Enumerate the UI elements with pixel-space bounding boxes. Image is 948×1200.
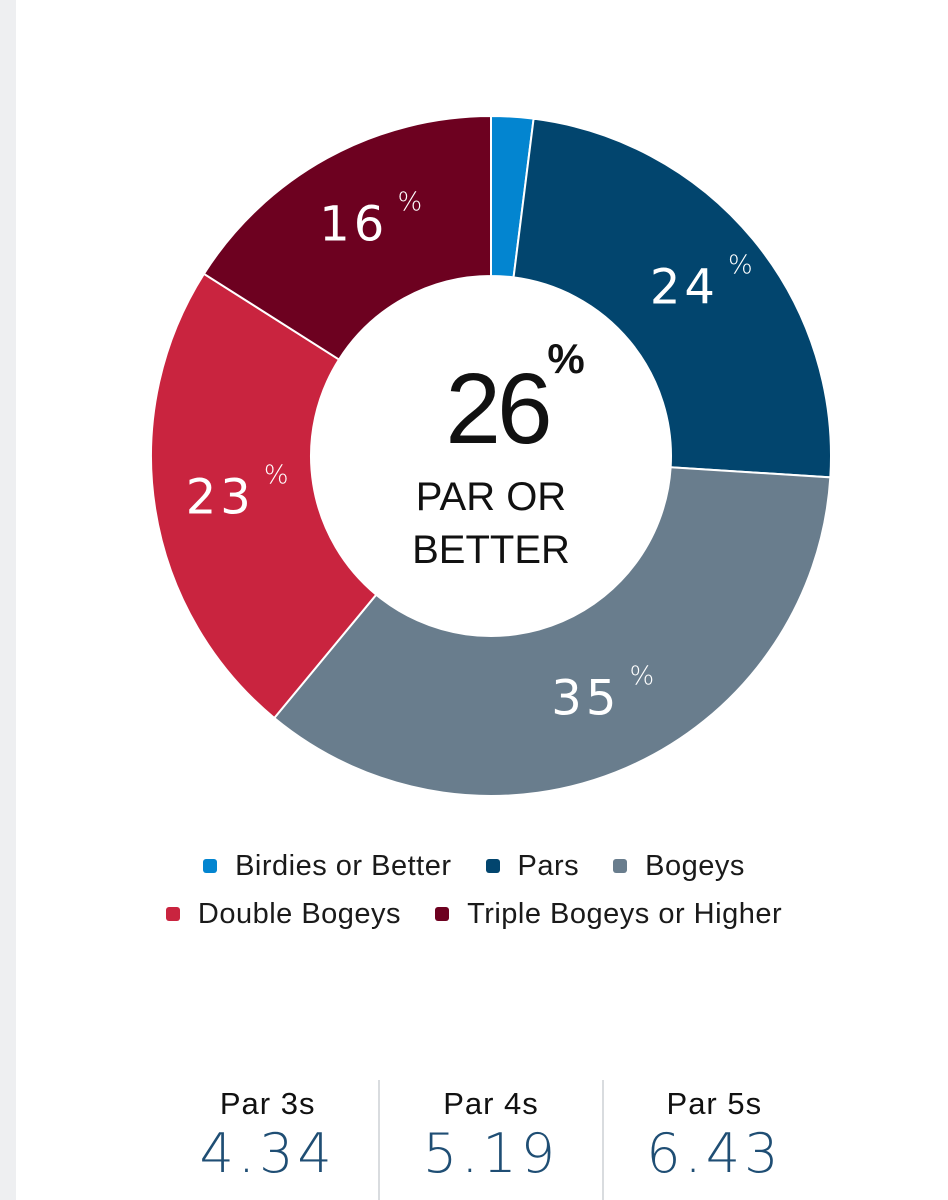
legend-label: Birdies or Better	[235, 849, 452, 882]
par-3-value: 4.34	[199, 1122, 336, 1185]
slice-bogeys	[272, 466, 832, 797]
slice-pars	[512, 117, 832, 479]
slices-layer	[150, 114, 832, 797]
legend-item-birdies-or-better: Birdies or Better	[203, 850, 451, 883]
slice-label-16: 16	[319, 197, 388, 253]
legend-row-1: Birdies or Better Pars Bogeys	[0, 842, 948, 890]
par-4-value: 5.19	[422, 1122, 560, 1185]
legend-item-triple-bogeys-or-higher: Triple Bogeys or Higher	[435, 898, 782, 931]
legend-row-2: Double Bogeys Triple Bogeys or Higher	[0, 890, 948, 938]
scoring-donut-chart: 24% 35% 23% 16% 26 % PAR OR BETTER	[150, 114, 832, 797]
slice-label-23: 23	[186, 469, 255, 525]
par-3-title: Par 3s	[219, 1086, 316, 1121]
slice-label-35: 35	[551, 670, 620, 726]
slice-label-percent-symbol: %	[629, 661, 654, 691]
center-label-line1: PAR OR	[416, 475, 566, 519]
center-percent-symbol: %	[547, 335, 584, 382]
legend-label: Double Bogeys	[197, 897, 402, 930]
slice-label-percent-symbol: %	[728, 251, 753, 281]
left-rail	[0, 0, 16, 1200]
par-5-title: Par 5s	[666, 1086, 763, 1121]
legend-label: Triple Bogeys or Higher	[467, 897, 783, 930]
legend-swatch	[485, 859, 500, 873]
slice-double-bogeys	[150, 272, 378, 720]
par-3-stat: Par 3s 4.34	[157, 1080, 378, 1200]
slice-triple-bogeys-or-higher	[202, 114, 492, 361]
legend-swatch	[203, 859, 218, 873]
legend-swatch	[435, 907, 450, 921]
par-scoring-averages: Par 3s 4.34 Par 4s 5.19 Par 5s 6.43	[157, 1080, 825, 1200]
legend-item-double-bogeys: Double Bogeys	[165, 897, 402, 931]
center-summary: 26 % PAR OR BETTER	[412, 335, 585, 572]
legend-swatch	[165, 907, 180, 921]
legend-label: Pars	[517, 849, 580, 882]
legend-swatch	[613, 859, 628, 873]
slice-label-percent-symbol: %	[264, 460, 289, 490]
legend-item-bogeys: Bogeys	[613, 850, 745, 883]
legend-item-pars: Pars	[485, 849, 580, 883]
slice-label-percent-symbol: %	[397, 188, 422, 218]
par-5-stat: Par 5s 6.43	[601, 1080, 825, 1200]
par-4-title: Par 4s	[443, 1086, 539, 1121]
legend-label: Bogeys	[645, 849, 745, 882]
chart-legend: Birdies or Better Pars Bogeys Double Bog…	[0, 842, 948, 938]
slice-labels-layer: 24 % 35 % 23 % 16%	[186, 188, 753, 727]
par-4-stat: Par 4s 5.19	[378, 1080, 601, 1200]
center-value: 26	[445, 353, 549, 465]
center-label-line2: BETTER	[412, 528, 570, 572]
slice-label-24: 24	[650, 260, 719, 316]
donut-svg: 24 % 35 % 23 % 16% 26 % PAR OR BETTER	[150, 114, 832, 797]
par-5-value: 6.43	[646, 1122, 783, 1185]
